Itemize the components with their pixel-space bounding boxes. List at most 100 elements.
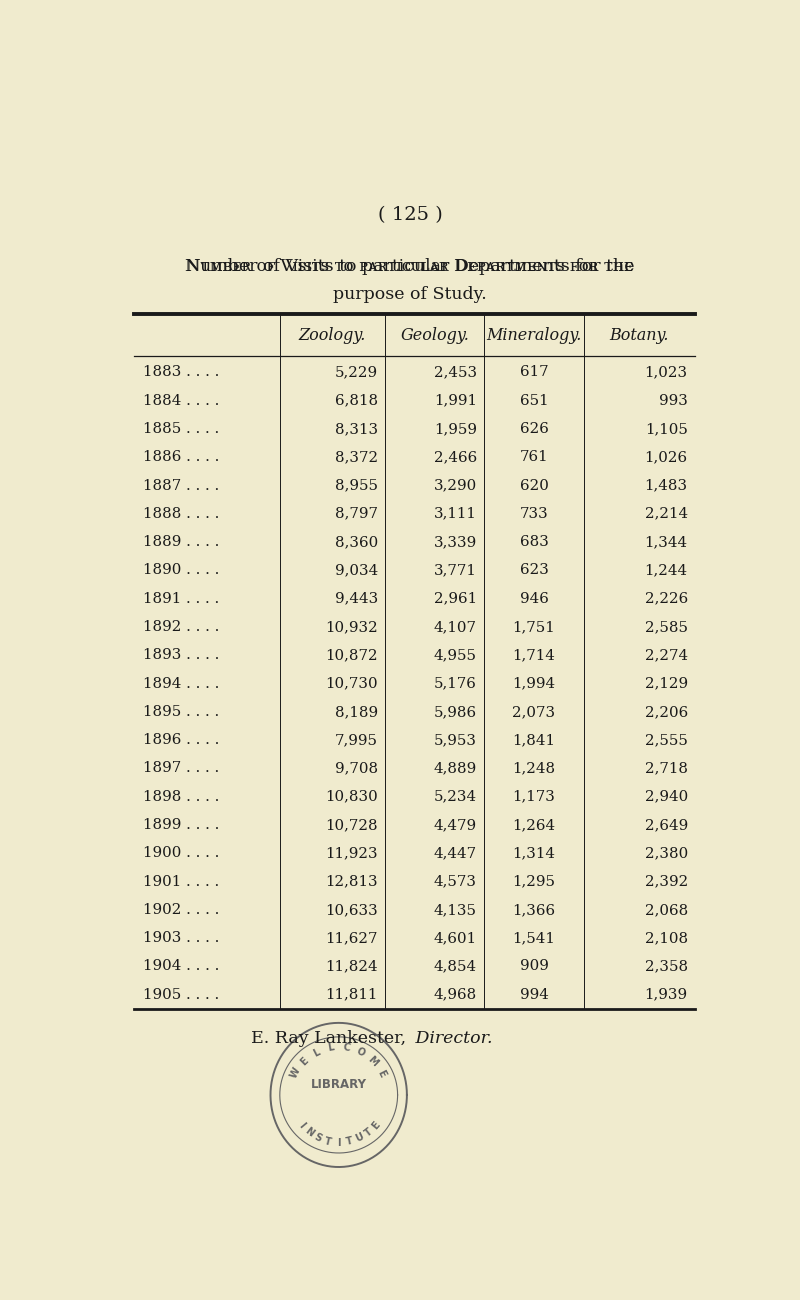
Text: 1890 . . . .: 1890 . . . .	[143, 563, 220, 577]
Text: 5,234: 5,234	[434, 789, 477, 803]
Text: E. Ray Lankester,: E. Ray Lankester,	[251, 1031, 410, 1048]
Text: 9,034: 9,034	[334, 563, 378, 577]
Text: 1,295: 1,295	[513, 875, 555, 889]
Text: LIBRARY: LIBRARY	[310, 1079, 366, 1092]
Text: 4,601: 4,601	[434, 931, 477, 945]
Text: 4,889: 4,889	[434, 762, 477, 775]
Text: 1885 . . . .: 1885 . . . .	[143, 422, 220, 436]
Text: 11,811: 11,811	[326, 988, 378, 1002]
Text: 10,730: 10,730	[325, 676, 378, 690]
Text: U: U	[354, 1132, 365, 1144]
Text: 1893 . . . .: 1893 . . . .	[143, 649, 220, 662]
Text: 4,479: 4,479	[434, 818, 477, 832]
Text: 5,953: 5,953	[434, 733, 477, 748]
Text: Number of Visits to particular Departments for the: Number of Visits to particular Departmen…	[186, 259, 634, 276]
Text: 2,073: 2,073	[513, 705, 555, 719]
Text: L: L	[327, 1043, 335, 1053]
Text: 10,872: 10,872	[325, 649, 378, 662]
Text: 1889 . . . .: 1889 . . . .	[143, 536, 220, 549]
Text: 1,344: 1,344	[645, 536, 688, 549]
Text: 10,633: 10,633	[325, 902, 378, 916]
Text: 4,955: 4,955	[434, 649, 477, 662]
Text: 1901 . . . .: 1901 . . . .	[143, 875, 220, 889]
Text: 1,939: 1,939	[645, 988, 688, 1002]
Text: 1892 . . . .: 1892 . . . .	[143, 620, 220, 634]
Text: 1883 . . . .: 1883 . . . .	[143, 365, 220, 380]
Text: 1887 . . . .: 1887 . . . .	[143, 478, 220, 493]
Text: E: E	[298, 1056, 310, 1067]
Text: Director.: Director.	[410, 1031, 493, 1048]
Text: T: T	[345, 1136, 354, 1147]
Text: 4,107: 4,107	[434, 620, 477, 634]
Text: Botany.: Botany.	[610, 326, 669, 343]
Text: E: E	[370, 1119, 382, 1131]
Text: 8,955: 8,955	[334, 478, 378, 493]
Text: 5,229: 5,229	[334, 365, 378, 380]
Text: 1897 . . . .: 1897 . . . .	[143, 762, 220, 775]
Text: 733: 733	[520, 507, 548, 521]
Text: 1,264: 1,264	[513, 818, 555, 832]
Text: 11,627: 11,627	[326, 931, 378, 945]
Text: S: S	[313, 1132, 323, 1144]
Text: 2,718: 2,718	[645, 762, 688, 775]
Text: 2,108: 2,108	[645, 931, 688, 945]
Text: 1902 . . . .: 1902 . . . .	[143, 902, 220, 916]
Text: 2,274: 2,274	[645, 649, 688, 662]
Text: 1,026: 1,026	[645, 450, 688, 464]
Text: 12,813: 12,813	[325, 875, 378, 889]
Text: 1,541: 1,541	[513, 931, 555, 945]
Text: 2,453: 2,453	[434, 365, 477, 380]
Text: M: M	[366, 1054, 380, 1069]
Text: ( 125 ): ( 125 )	[378, 207, 442, 224]
Text: 1895 . . . .: 1895 . . . .	[143, 705, 220, 719]
Text: 1,751: 1,751	[513, 620, 555, 634]
Text: 2,214: 2,214	[645, 507, 688, 521]
Text: 3,771: 3,771	[434, 563, 477, 577]
Text: 1905 . . . .: 1905 . . . .	[143, 988, 220, 1002]
Text: 2,940: 2,940	[645, 789, 688, 803]
Text: 2,206: 2,206	[645, 705, 688, 719]
Text: 10,728: 10,728	[325, 818, 378, 832]
Text: 2,466: 2,466	[434, 450, 477, 464]
Text: 2,392: 2,392	[645, 875, 688, 889]
Text: 8,797: 8,797	[334, 507, 378, 521]
Text: 4,447: 4,447	[434, 846, 477, 861]
Text: 1,248: 1,248	[513, 762, 555, 775]
Text: 2,961: 2,961	[434, 592, 477, 606]
Text: 651: 651	[520, 394, 548, 408]
Text: 2,068: 2,068	[645, 902, 688, 916]
Text: 2,358: 2,358	[645, 959, 688, 974]
Text: purpose of Study.: purpose of Study.	[333, 286, 487, 303]
Text: 8,372: 8,372	[334, 450, 378, 464]
Text: 1,714: 1,714	[513, 649, 555, 662]
Text: 1,105: 1,105	[645, 422, 688, 436]
Text: 4,135: 4,135	[434, 902, 477, 916]
Text: L: L	[312, 1046, 322, 1058]
Text: 1898 . . . .: 1898 . . . .	[143, 789, 220, 803]
Text: 994: 994	[519, 988, 549, 1002]
Text: 11,824: 11,824	[325, 959, 378, 974]
Text: 1,991: 1,991	[434, 394, 477, 408]
Text: 3,111: 3,111	[434, 507, 477, 521]
Text: I: I	[337, 1138, 341, 1148]
Text: 1,959: 1,959	[434, 422, 477, 436]
Text: Geology.: Geology.	[400, 326, 470, 343]
Text: 2,585: 2,585	[645, 620, 688, 634]
Text: 2,649: 2,649	[645, 818, 688, 832]
Text: 2,226: 2,226	[645, 592, 688, 606]
Text: 7,995: 7,995	[334, 733, 378, 748]
Text: Mineralogy.: Mineralogy.	[486, 326, 582, 343]
Text: 2,555: 2,555	[645, 733, 688, 748]
Text: 1886 . . . .: 1886 . . . .	[143, 450, 220, 464]
Text: 1,994: 1,994	[513, 676, 555, 690]
Text: 626: 626	[519, 422, 549, 436]
Text: O: O	[354, 1046, 366, 1058]
Text: 4,854: 4,854	[434, 959, 477, 974]
Text: 5,176: 5,176	[434, 676, 477, 690]
Text: 1,244: 1,244	[645, 563, 688, 577]
Text: 4,968: 4,968	[434, 988, 477, 1002]
Text: 1888 . . . .: 1888 . . . .	[143, 507, 220, 521]
Text: 3,339: 3,339	[434, 536, 477, 549]
Text: 11,923: 11,923	[325, 846, 378, 861]
Text: 909: 909	[519, 959, 549, 974]
